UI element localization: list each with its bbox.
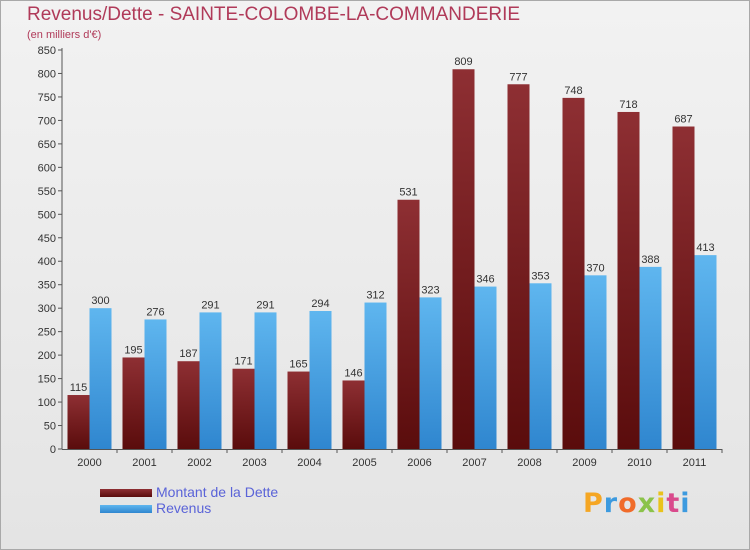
bar-dette <box>287 371 310 449</box>
data-label: 718 <box>619 99 637 111</box>
y-tick-label: 0 <box>50 444 56 456</box>
data-label: 146 <box>344 367 362 379</box>
data-label: 370 <box>586 262 604 274</box>
bar-revenus <box>89 308 112 449</box>
bar-revenus <box>254 312 277 449</box>
x-tick-label: 2008 <box>517 457 541 469</box>
bar-dette <box>562 97 585 449</box>
data-label: 291 <box>256 299 274 311</box>
bar-dette <box>452 69 475 449</box>
data-label: 165 <box>289 359 307 371</box>
x-tick-label: 2006 <box>407 457 431 469</box>
bar-dette <box>617 111 640 450</box>
bar-dette <box>397 199 420 449</box>
y-tick-label: 550 <box>38 186 56 198</box>
logo-letter: i <box>680 488 691 519</box>
bar-revenus <box>694 255 717 449</box>
data-label: 187 <box>179 348 197 360</box>
bar-revenus <box>584 275 607 449</box>
data-label: 195 <box>124 344 142 356</box>
x-tick-label: 2010 <box>627 457 651 469</box>
x-tick-label: 2005 <box>352 457 376 469</box>
y-tick-label: 800 <box>38 68 56 80</box>
y-tick-label: 100 <box>38 397 56 409</box>
y-tick-label: 850 <box>38 45 56 57</box>
y-tick-label: 200 <box>38 350 56 362</box>
data-label: 171 <box>234 356 252 368</box>
bar-revenus <box>639 266 662 449</box>
data-label: 115 <box>70 382 88 394</box>
x-tick-label: 2001 <box>132 457 156 469</box>
bar-dette <box>177 361 200 449</box>
bar-revenus <box>364 302 387 449</box>
bar-dette <box>507 84 530 449</box>
data-label: 809 <box>454 56 472 68</box>
y-tick-label: 300 <box>38 303 56 315</box>
data-label: 413 <box>696 242 714 254</box>
y-tick-label: 650 <box>38 139 56 151</box>
data-label: 312 <box>366 290 384 302</box>
logo-letter: t <box>666 488 681 519</box>
y-tick-label: 700 <box>38 115 56 127</box>
logo-letter: i <box>656 488 667 519</box>
legend-label-dette: Montant de la Dette <box>156 484 279 500</box>
y-tick-label: 500 <box>38 209 56 221</box>
data-label: 777 <box>509 71 527 83</box>
y-tick-label: 600 <box>38 162 56 174</box>
bar-revenus <box>199 312 222 449</box>
y-tick-label: 350 <box>38 280 56 292</box>
bar-dette <box>342 380 365 449</box>
bar-dette <box>672 126 695 450</box>
logo-letter: P <box>583 488 604 519</box>
legend-swatch-revenus <box>100 505 152 513</box>
chart-title: Revenus/Dette - SAINTE-COLOMBE-LA-COMMAN… <box>27 4 521 25</box>
y-tick-label: 450 <box>38 233 56 245</box>
y-tick-label: 400 <box>38 256 56 268</box>
logo-letter: r <box>603 488 619 519</box>
y-tick-label: 750 <box>38 92 56 104</box>
data-label: 276 <box>146 306 164 318</box>
data-label: 353 <box>531 270 549 282</box>
bar-revenus <box>144 319 167 449</box>
data-label: 291 <box>201 299 219 311</box>
y-tick-label: 250 <box>38 327 56 339</box>
logo-letter: o <box>618 488 638 519</box>
bar-revenus <box>309 310 332 449</box>
x-tick-label: 2007 <box>462 457 486 469</box>
bar-revenus <box>529 283 552 449</box>
data-label: 531 <box>399 187 417 199</box>
x-tick-label: 2002 <box>187 457 211 469</box>
x-tick-label: 2011 <box>683 457 707 469</box>
data-label: 294 <box>311 298 329 310</box>
x-tick-label: 2009 <box>572 457 596 469</box>
y-tick-label: 150 <box>38 374 56 386</box>
x-tick-label: 2003 <box>242 457 266 469</box>
bar-dette <box>232 368 255 449</box>
legend-swatch-dette <box>100 489 152 497</box>
x-tick-label: 2000 <box>77 457 101 469</box>
y-tick-label: 50 <box>44 421 56 433</box>
data-label: 300 <box>91 295 109 307</box>
data-label: 346 <box>476 274 494 286</box>
data-label: 388 <box>641 254 659 266</box>
legend-label-revenus: Revenus <box>156 500 212 516</box>
bar-dette <box>67 395 90 449</box>
x-tick-label: 2004 <box>297 457 321 469</box>
bar-revenus <box>419 297 442 449</box>
chart-subtitle: (en milliers d'€) <box>27 29 102 41</box>
data-label: 748 <box>564 85 582 97</box>
data-label: 687 <box>674 114 692 126</box>
bar-revenus <box>474 286 497 449</box>
logo-letter: x <box>637 488 657 519</box>
data-label: 323 <box>421 284 439 296</box>
bar-dette <box>122 357 145 449</box>
proxiti-logo: Proxiti <box>583 488 691 519</box>
